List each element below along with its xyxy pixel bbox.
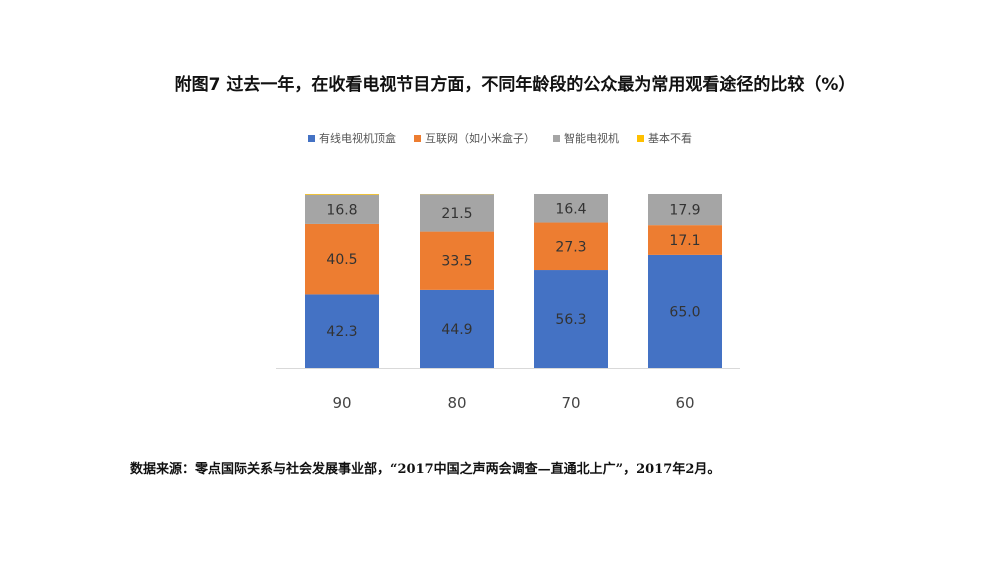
bar-60-series-1 <box>648 225 722 255</box>
data-label-70-series-0: 56.3 <box>555 312 586 328</box>
bar-80-series-1 <box>420 231 494 290</box>
bar-90-series-1 <box>305 223 379 295</box>
bar-90-series-3 <box>305 194 379 195</box>
category-label-80: 80 <box>447 394 466 412</box>
data-label-60-series-0: 65.0 <box>669 304 700 320</box>
bar-90-series-2 <box>305 194 379 224</box>
legend-item-2: 智能电视机 <box>553 130 619 146</box>
data-label-90-series-1: 40.5 <box>326 252 357 268</box>
category-label-90: 90 <box>332 394 351 412</box>
data-label-80-series-2: 21.5 <box>441 206 472 222</box>
data-label-70-series-1: 27.3 <box>555 239 586 255</box>
bar-80-series-0 <box>420 289 494 368</box>
legend-swatch-3 <box>637 134 644 142</box>
legend-label-2: 智能电视机 <box>564 132 619 145</box>
category-label-70: 70 <box>561 394 580 412</box>
bar-70-series-2 <box>534 194 608 223</box>
legend-swatch-0 <box>308 134 315 142</box>
source-note: 数据来源：零点国际关系与社会发展事业部，“2017中国之声两会调查—直通北上广”… <box>130 462 721 477</box>
data-label-80-series-1: 33.5 <box>441 254 472 270</box>
bar-70-series-0 <box>534 270 608 368</box>
bar-60-series-0 <box>648 254 722 368</box>
bar-70-series-1 <box>534 222 608 271</box>
legend-item-1: 互联网（如小米盒子） <box>414 130 535 146</box>
legend-item-3: 基本不看 <box>637 130 692 146</box>
data-label-60-series-2: 17.9 <box>669 203 700 219</box>
bar-90-series-0 <box>305 294 379 368</box>
legend-swatch-2 <box>553 134 560 142</box>
chart-title: 附图7 过去一年，在收看电视节目方面，不同年龄段的公众最为常用观看途径的比较（%… <box>174 75 856 95</box>
data-label-70-series-2: 16.4 <box>555 201 586 217</box>
legend-item-0: 有线电视机顶盒 <box>308 130 396 146</box>
legend-label-3: 基本不看 <box>648 132 692 145</box>
legend-label-0: 有线电视机顶盒 <box>319 132 396 145</box>
data-label-90-series-0: 42.3 <box>326 324 357 340</box>
data-label-60-series-1: 17.1 <box>669 233 700 249</box>
category-label-60: 60 <box>675 394 694 412</box>
legend-swatch-1 <box>414 134 421 142</box>
bar-60-series-2 <box>648 194 722 226</box>
data-label-90-series-2: 16.8 <box>326 202 357 218</box>
data-label-80-series-0: 44.9 <box>441 322 472 338</box>
legend: 有线电视机顶盒 互联网（如小米盒子） 智能电视机 基本不看 <box>0 130 1000 146</box>
legend-label-1: 互联网（如小米盒子） <box>425 132 535 145</box>
bar-80-series-2 <box>420 194 494 232</box>
